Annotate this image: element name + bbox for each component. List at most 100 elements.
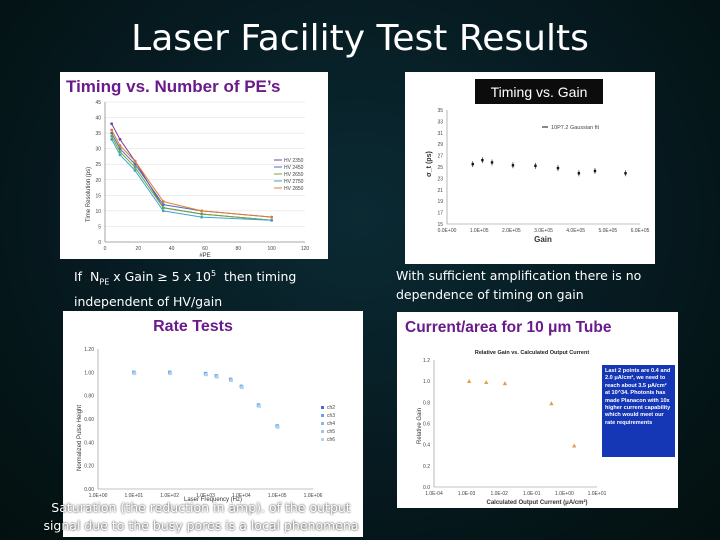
chart-rate-tests: Rate Tests Normalized Pulse Height Laser… [77, 318, 335, 503]
y-axis-label: σ_t (ps) [426, 151, 433, 177]
data-point [200, 209, 204, 213]
series-line [111, 139, 272, 221]
data-point [110, 137, 114, 141]
y-tick-label: 31 [437, 131, 443, 137]
chart-title: Rate Tests [153, 318, 233, 335]
data-point [118, 150, 122, 154]
x-tick-label: 1.0E-04 [425, 491, 443, 497]
data-point [161, 209, 165, 213]
chart-title: Timing vs. Gain [491, 84, 588, 100]
legend-entry: HV 2650 [284, 172, 304, 178]
data-point [624, 172, 627, 175]
y-tick-label: 20 [95, 178, 101, 184]
x-tick-label: 4.0E+05 [566, 228, 585, 234]
data-point [257, 404, 261, 408]
x-tick-label: 1.0E-02 [490, 491, 508, 497]
y-tick-label: 10 [95, 209, 101, 215]
y-tick-label: 0.20 [84, 464, 94, 470]
data-point [240, 385, 244, 390]
chart-panel-timing-vs-gain: Timing vs. Gain σ_t (ps) Gain 10P7.2 Gau… [405, 72, 655, 264]
legend-entry: ch3 [327, 413, 335, 419]
y-tick-label: 29 [437, 142, 443, 148]
x-tick-label: 80 [236, 246, 242, 252]
legend-swatch [321, 414, 324, 417]
data-point [534, 164, 537, 168]
y-tick-label: 0.60 [84, 417, 94, 423]
x-tick-label: 6.0E+05 [631, 228, 650, 234]
x-tick-label: 1.0E+00 [555, 491, 574, 497]
y-tick-label: 15 [437, 222, 443, 228]
x-tick-label: 1.0E+04 [232, 493, 251, 499]
data-point [110, 131, 114, 135]
data-point [481, 158, 484, 162]
x-tick-label: 40 [169, 246, 175, 252]
x-tick-label: 0 [104, 246, 107, 252]
data-point [471, 162, 474, 166]
data-point [161, 200, 165, 203]
data-point [502, 381, 508, 386]
x-tick-label: 2.0E+05 [502, 228, 521, 234]
legend-swatch [321, 422, 324, 425]
x-tick-label: 60 [202, 246, 208, 252]
legend-swatch [321, 430, 324, 433]
y-tick-label: 1.20 [84, 347, 94, 353]
data-point [270, 218, 274, 222]
data-point [110, 122, 114, 126]
chart-panel-timing-vs-pe: Timing vs. Number of PE’s Time Resolutio… [60, 72, 328, 259]
chart-title: Current/area for 10 μm Tube [405, 319, 612, 336]
data-point [133, 371, 137, 376]
data-point [168, 371, 173, 376]
series-line [111, 129, 272, 218]
chart-current-area: Current/area for 10 μm Tube Relative Gai… [405, 319, 612, 506]
x-tick-label: 100 [267, 246, 276, 252]
x-axis-label: #PE [199, 253, 210, 259]
data-point [133, 169, 137, 172]
y-tick-label: 0.4 [423, 443, 430, 449]
y-tick-label: 35 [437, 108, 443, 114]
y-tick-label: 27 [437, 154, 443, 160]
y-axis-label: Relative Gain [417, 408, 423, 444]
data-point [133, 165, 137, 169]
data-point [118, 147, 122, 151]
x-axis-label: Gain [534, 235, 552, 244]
legend-entry: ch2 [327, 405, 335, 411]
y-axis-label: Time Resolution (ps) [86, 167, 92, 222]
legend-swatch [321, 438, 324, 441]
caption-right: With sufficient amplification there is n… [396, 268, 642, 302]
x-tick-label: 20 [136, 246, 142, 252]
data-point [229, 378, 233, 383]
chart-title: Timing vs. Number of PE’s [66, 77, 280, 96]
y-tick-label: 1.00 [84, 370, 94, 376]
data-point [549, 401, 554, 406]
y-tick-label: 5 [98, 224, 101, 230]
data-point [511, 164, 515, 167]
x-tick-label: 1.0E-01 [523, 491, 541, 497]
data-point [276, 425, 280, 429]
legend-swatch [321, 406, 324, 409]
slide-title: Laser Facility Test Results [131, 18, 589, 59]
data-point [204, 373, 208, 377]
chart-timing-vs-pe: Timing vs. Number of PE’s Time Resolutio… [66, 77, 309, 259]
chart-panel-current-area: Current/area for 10 μm Tube Relative Gai… [397, 312, 678, 508]
data-point [118, 137, 122, 141]
caption-left: If NPE x Gain ≥ 5 x 105 then timing inde… [74, 269, 297, 309]
y-tick-label: 40 [95, 116, 101, 122]
data-point [270, 215, 274, 219]
legend-entry: HV 2850 [284, 186, 304, 192]
legend-entry: ch6 [327, 437, 335, 443]
x-axis-label: Laser Frequency (Hz) [184, 497, 242, 503]
data-point [200, 212, 204, 216]
data-point [118, 144, 122, 147]
series-line [111, 135, 272, 221]
y-tick-label: 21 [437, 188, 443, 194]
y-tick-label: 0.2 [423, 464, 430, 470]
caption-bottom: Saturation (the reduction in amp). of th… [43, 500, 359, 533]
y-tick-label: 45 [95, 100, 101, 106]
y-tick-label: 25 [437, 165, 443, 171]
x-tick-label: 1.0E+02 [160, 493, 179, 499]
y-tick-label: 0.6 [423, 422, 430, 428]
y-tick-label: 0.00 [84, 487, 94, 493]
chart-subtitle: Relative Gain vs. Calculated Output Curr… [475, 350, 589, 356]
y-tick-label: 35 [95, 131, 101, 137]
x-tick-label: 5.0E+05 [598, 228, 617, 234]
